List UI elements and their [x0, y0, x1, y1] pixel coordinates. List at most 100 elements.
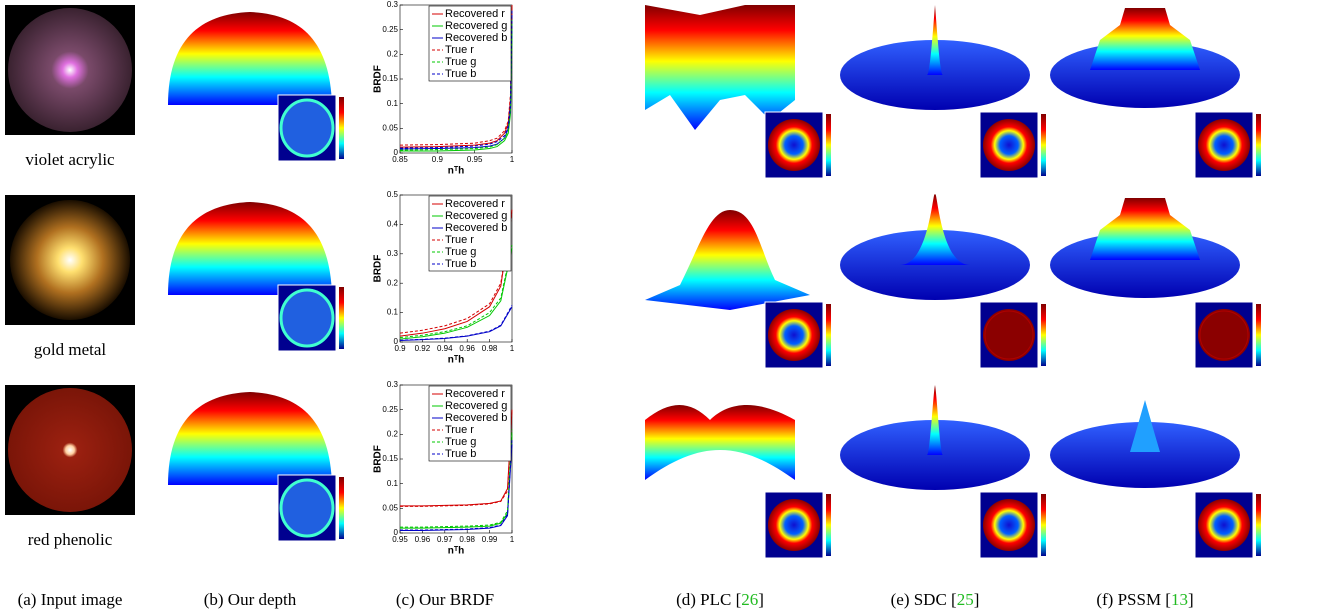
caption-text: (f) PSSM [: [1096, 590, 1171, 609]
depth-surface: [168, 202, 332, 295]
caption-text: (a) Input image: [18, 590, 123, 609]
row-label: gold metal: [34, 340, 107, 359]
legend-label: Recovered r: [445, 388, 505, 400]
legend-label: Recovered b: [445, 412, 507, 424]
colorbar: [826, 304, 831, 366]
x-tick-label: 0.85: [392, 155, 408, 164]
pssm-steps: [1130, 400, 1160, 452]
x-tick-label: 1: [510, 535, 515, 544]
x-tick-label: 0.9: [432, 155, 444, 164]
depth-surface: [168, 12, 332, 105]
inset-ring: [768, 309, 820, 361]
x-tick-label: 0.98: [482, 344, 498, 353]
inset-ring: [983, 309, 1035, 361]
x-tick-label: 0.96: [459, 344, 475, 353]
y-tick-label: 0: [394, 337, 399, 346]
citation: 13: [1171, 590, 1188, 609]
row-label: red phenolic: [28, 530, 113, 549]
legend-label: True g: [445, 56, 476, 68]
caption: (d) PLC [26]: [676, 590, 764, 609]
input-sphere: [10, 200, 130, 320]
legend-label: Recovered g: [445, 400, 507, 412]
x-axis-label: nᵀh: [448, 355, 465, 366]
series-line: [400, 429, 513, 528]
legend-label: Recovered g: [445, 20, 507, 32]
caption: (b) Our depth: [204, 590, 297, 609]
colorbar: [1256, 494, 1261, 556]
x-tick-label: 0.96: [415, 535, 431, 544]
y-tick-label: 0: [394, 528, 399, 537]
colorbar: [339, 97, 344, 159]
y-tick-label: 0.3: [387, 380, 399, 389]
x-tick-label: 1: [510, 155, 515, 164]
legend-label: True g: [445, 436, 476, 448]
y-tick-label: 0.3: [387, 0, 399, 9]
x-tick-label: 0.97: [437, 535, 453, 544]
y-tick-label: 0.1: [387, 479, 399, 488]
legend-label: Recovered b: [445, 222, 507, 234]
inset-ring: [1198, 499, 1250, 551]
y-tick-label: 0.1: [387, 99, 399, 108]
y-tick-label: 0.1: [387, 308, 399, 317]
legend-label: Recovered g: [445, 210, 507, 222]
colorbar: [1256, 114, 1261, 176]
y-tick-label: 0.2: [387, 49, 399, 58]
pssm-steps: [1090, 8, 1200, 70]
series-line: [399, 305, 513, 341]
sdc-peak: [927, 5, 943, 75]
caption: (f) PSSM [13]: [1096, 590, 1193, 609]
x-tick-label: 0.92: [415, 344, 431, 353]
legend-label: True r: [445, 234, 474, 246]
series-line: [400, 434, 513, 529]
series-line: [400, 409, 513, 507]
inset-ring: [768, 119, 820, 171]
y-tick-label: 0.2: [387, 278, 399, 287]
y-axis-label: BRDF: [373, 445, 384, 473]
caption-text: ]: [1188, 590, 1194, 609]
x-tick-label: 0.94: [437, 344, 453, 353]
colorbar: [1041, 114, 1046, 176]
pssm-steps: [1090, 198, 1200, 260]
y-tick-label: 0.05: [382, 123, 398, 132]
y-tick-label: 0.25: [382, 405, 398, 414]
depth-surface: [168, 392, 332, 485]
caption-text: (e) SDC [: [891, 590, 957, 609]
colorbar: [826, 494, 831, 556]
legend-label: True g: [445, 246, 476, 258]
plc-surface: [645, 405, 795, 480]
legend-label: Recovered r: [445, 8, 505, 20]
caption-text: (c) Our BRDF: [396, 590, 494, 609]
legend-box: [428, 385, 512, 462]
colorbar: [339, 287, 344, 349]
legend-label: True b: [445, 68, 476, 80]
legend-label: True b: [445, 448, 476, 460]
pssm-base: [1050, 422, 1240, 488]
series-line: [400, 439, 513, 531]
inset-ring: [279, 98, 335, 158]
inset-ring: [983, 119, 1035, 171]
series-line: [399, 209, 513, 337]
y-tick-label: 0.5: [387, 190, 399, 199]
legend-label: Recovered b: [445, 32, 507, 44]
caption-text: (d) PLC [: [676, 590, 742, 609]
inset-ring: [984, 310, 1034, 360]
sdc-peak: [927, 385, 943, 455]
y-tick-label: 0.2: [387, 429, 399, 438]
series-line: [399, 9, 513, 149]
caption-text: ]: [758, 590, 764, 609]
plc-surface: [645, 5, 795, 130]
y-tick-label: 0.15: [382, 74, 398, 83]
inset-ring: [279, 478, 335, 538]
legend-label: True r: [445, 424, 474, 436]
y-axis-label: BRDF: [373, 255, 384, 283]
x-tick-label: 0.99: [482, 535, 498, 544]
legend-box: [428, 5, 512, 82]
colorbar: [1041, 304, 1046, 366]
y-tick-label: 0.05: [382, 503, 398, 512]
x-tick-label: 0.95: [392, 535, 408, 544]
caption: (c) Our BRDF: [396, 590, 494, 609]
colorbar: [1041, 494, 1046, 556]
inset-ring: [279, 288, 335, 348]
series-line: [399, 244, 513, 339]
